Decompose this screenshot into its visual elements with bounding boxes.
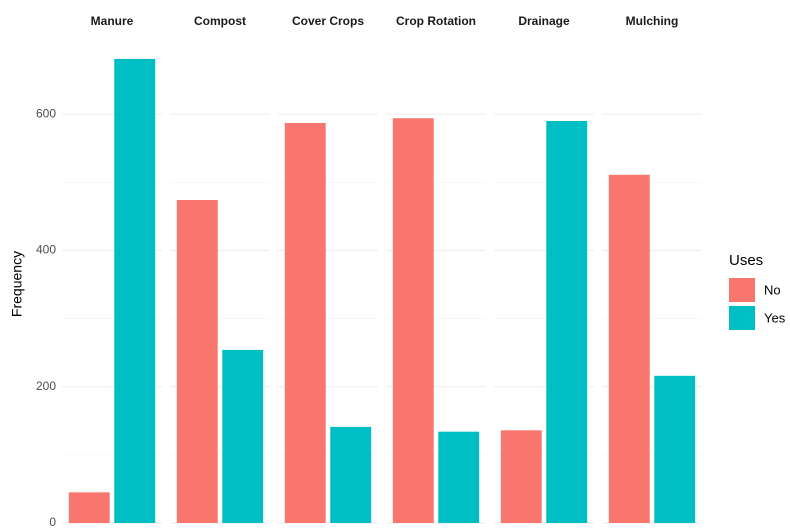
legend-swatch [729, 278, 755, 302]
strip-label: Manure [91, 14, 134, 28]
bar [284, 123, 326, 523]
y-tick-label: 200 [36, 379, 56, 393]
y-axis-label: Frequency [9, 251, 25, 317]
legend-title: Uses [729, 252, 763, 269]
bar [500, 430, 542, 523]
bar [546, 120, 588, 523]
strip-label: Mulching [626, 14, 679, 28]
bar [114, 58, 156, 523]
y-tick-label: 400 [36, 243, 56, 257]
bar [392, 118, 434, 523]
bar [68, 492, 110, 523]
bar [222, 349, 264, 523]
bar [608, 174, 650, 524]
bar [330, 426, 372, 523]
strip-label: Compost [194, 14, 246, 28]
bar [176, 200, 218, 523]
strip-label: Crop Rotation [396, 14, 476, 28]
strip-label: Drainage [518, 14, 570, 28]
y-tick-label: 600 [36, 106, 56, 120]
legend-swatch [729, 306, 755, 330]
y-tick-label: 0 [49, 515, 56, 529]
bar [438, 431, 480, 523]
legend-label: No [764, 282, 781, 297]
strip-label: Cover Crops [292, 14, 364, 28]
bar [654, 375, 696, 523]
legend-label: Yes [764, 310, 786, 325]
